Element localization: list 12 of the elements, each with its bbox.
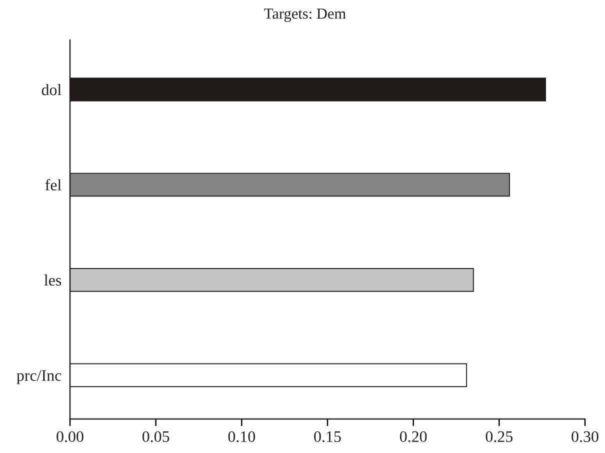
y-tick-label: les [44, 274, 62, 286]
chart-title: Targets: Dem [264, 8, 346, 22]
x-tick-label: 0.20 [400, 431, 427, 442]
y-tick-label: dol [42, 84, 62, 96]
x-tick-label: 0.30 [572, 431, 598, 442]
y-tick-label: fel [45, 179, 62, 190]
x-tick-label: 0.25 [486, 431, 513, 442]
x-tick-label: 0.05 [142, 431, 170, 442]
x-tick-label: 0.10 [228, 431, 256, 442]
x-tick-label: 0.00 [56, 431, 84, 442]
x-tick-label: 0.15 [314, 431, 341, 442]
y-tick-label: prc/Inc [16, 370, 62, 384]
